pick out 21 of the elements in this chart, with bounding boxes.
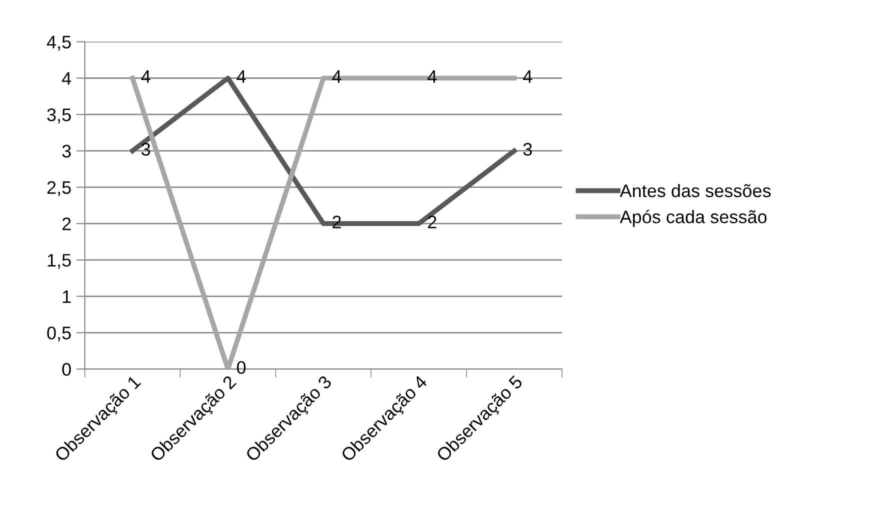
y-tick-label: 3 bbox=[62, 144, 71, 158]
data-label: 4 bbox=[523, 70, 532, 83]
y-tick-label: 2 bbox=[62, 218, 71, 230]
data-label: 3 bbox=[142, 142, 150, 156]
y-tick-label: 3,5 bbox=[47, 108, 71, 124]
legend-label: Antes das sessões bbox=[620, 184, 771, 198]
y-tick-label: 4 bbox=[62, 72, 72, 85]
y-tick-label: 0 bbox=[62, 362, 71, 376]
y-tick-label: 0,5 bbox=[47, 326, 71, 342]
data-label: 4 bbox=[428, 70, 437, 83]
data-label: 3 bbox=[523, 142, 532, 156]
data-label: 4 bbox=[236, 70, 246, 83]
data-label: 4 bbox=[141, 70, 150, 83]
y-tick-label: 2,5 bbox=[47, 181, 71, 196]
y-tick-label: 4,5 bbox=[46, 36, 71, 51]
data-label: 0 bbox=[236, 361, 246, 374]
legend-label: Após cada sessão bbox=[620, 210, 767, 227]
data-label: 4 bbox=[332, 70, 342, 83]
data-label: 2 bbox=[428, 216, 436, 228]
y-tick-label: 1,5 bbox=[48, 254, 71, 269]
y-tick-label: 1 bbox=[62, 290, 71, 303]
